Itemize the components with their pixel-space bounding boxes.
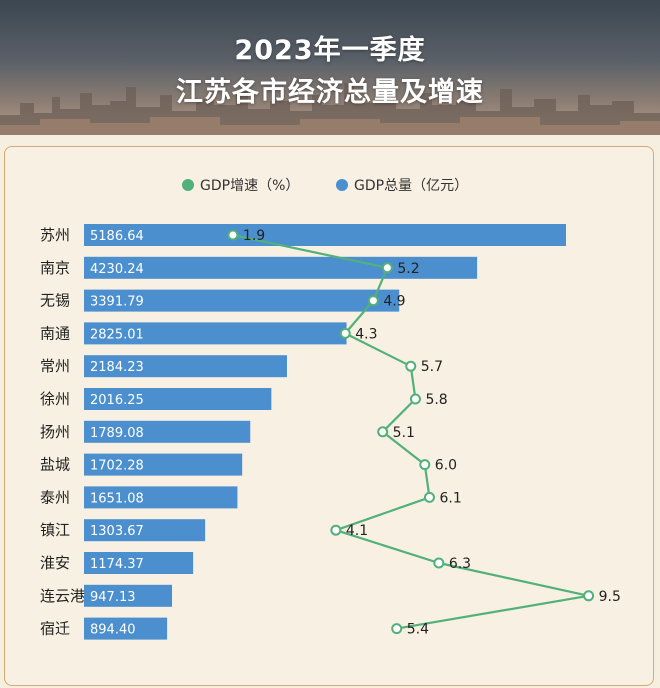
category-label: 常州 bbox=[40, 357, 70, 375]
category-label: 南通 bbox=[40, 324, 70, 342]
gdp-bar-label: 2016.25 bbox=[90, 393, 144, 408]
gdp-bar bbox=[84, 388, 272, 410]
gdp-bar-label: 1702.28 bbox=[90, 459, 144, 474]
growth-point bbox=[405, 360, 417, 372]
gdp-bar bbox=[84, 617, 168, 640]
growth-point-label: 6.3 bbox=[449, 556, 471, 572]
gdp-bar-label: 4230.24 bbox=[90, 262, 144, 277]
gdp-bar-label: 947.13 bbox=[90, 590, 136, 605]
gdp-bar-label: 1303.67 bbox=[90, 524, 144, 539]
category-label: 镇江 bbox=[40, 521, 70, 539]
category-label: 泰州 bbox=[40, 488, 70, 506]
growth-point-label: 9.5 bbox=[599, 589, 621, 605]
category-label: 宿迁 bbox=[40, 620, 70, 638]
gdp-bar bbox=[84, 420, 251, 443]
growth-point-label: 4.1 bbox=[346, 523, 368, 539]
growth-point bbox=[423, 491, 435, 503]
gdp-bar bbox=[84, 224, 566, 246]
category-label: 南京 bbox=[40, 259, 70, 277]
legend-label-gdp: GDP总量（亿元） bbox=[354, 178, 469, 194]
gdp-bar-label: 1789.08 bbox=[90, 426, 144, 441]
category-label: 淮安 bbox=[40, 554, 70, 572]
category-label: 扬州 bbox=[40, 423, 70, 441]
growth-point-label: 4.3 bbox=[355, 326, 377, 342]
growth-point bbox=[227, 229, 239, 241]
legend-label-growth: GDP增速（%） bbox=[200, 178, 300, 194]
gdp-bar-label: 1174.37 bbox=[90, 557, 144, 572]
growth-point bbox=[339, 327, 351, 339]
category-label: 无锡 bbox=[40, 292, 70, 310]
gdp-bar-label: 1651.08 bbox=[90, 491, 144, 506]
gdp-bar-label: 2184.23 bbox=[90, 360, 144, 375]
growth-point bbox=[367, 295, 379, 307]
category-label: 盐城 bbox=[40, 456, 70, 474]
growth-point-label: 5.4 bbox=[407, 622, 429, 638]
growth-point-label: 5.7 bbox=[421, 359, 443, 375]
category-label: 连云港 bbox=[40, 587, 85, 605]
gdp-bar bbox=[84, 486, 238, 509]
chart-legend: GDP增速（%） GDP总量（亿元） bbox=[0, 175, 660, 197]
gdp-bar bbox=[84, 256, 478, 279]
legend-swatch-gdp bbox=[336, 179, 348, 191]
gdp-bar-label: 894.40 bbox=[90, 623, 136, 638]
growth-point bbox=[330, 524, 342, 536]
growth-point-label: 6.0 bbox=[435, 458, 457, 474]
gdp-bar-label: 2825.01 bbox=[90, 327, 144, 342]
category-label: 苏州 bbox=[40, 226, 70, 244]
gdp-bar bbox=[84, 584, 173, 607]
growth-point-label: 5.8 bbox=[425, 392, 447, 408]
growth-point bbox=[409, 393, 421, 405]
growth-point-label: 6.1 bbox=[439, 490, 461, 506]
legend-swatch-growth bbox=[182, 179, 194, 191]
gdp-bar bbox=[84, 355, 287, 378]
growth-point bbox=[433, 557, 445, 569]
chart-title-line1: 2023年一季度 bbox=[234, 35, 426, 66]
growth-point bbox=[377, 426, 389, 438]
chart-title-line2: 江苏各市经济总量及增速 bbox=[176, 77, 484, 108]
gdp-bar bbox=[84, 289, 400, 312]
gdp-bar-label: 3391.79 bbox=[90, 295, 144, 310]
gdp-bar bbox=[84, 519, 206, 542]
header-banner: 2023年一季度 江苏各市经济总量及增速 bbox=[0, 0, 660, 135]
growth-point bbox=[381, 262, 393, 274]
growth-point-label: 1.9 bbox=[243, 228, 265, 244]
growth-point bbox=[391, 623, 403, 635]
growth-point-label: 5.2 bbox=[397, 261, 419, 277]
growth-point-label: 4.9 bbox=[383, 294, 405, 310]
growth-point bbox=[419, 459, 431, 471]
gdp-bar-label: 5186.64 bbox=[90, 229, 144, 244]
gdp-bar bbox=[84, 322, 347, 345]
legend-item-gdp: GDP总量（亿元） bbox=[336, 175, 468, 195]
city-skyline-image bbox=[0, 83, 660, 135]
gdp-bar bbox=[84, 552, 194, 574]
legend-item-growth: GDP增速（%） bbox=[182, 175, 299, 195]
growth-point-label: 5.1 bbox=[393, 425, 415, 441]
gdp-bar bbox=[84, 453, 243, 476]
growth-point bbox=[583, 590, 595, 602]
category-label: 徐州 bbox=[40, 390, 70, 408]
